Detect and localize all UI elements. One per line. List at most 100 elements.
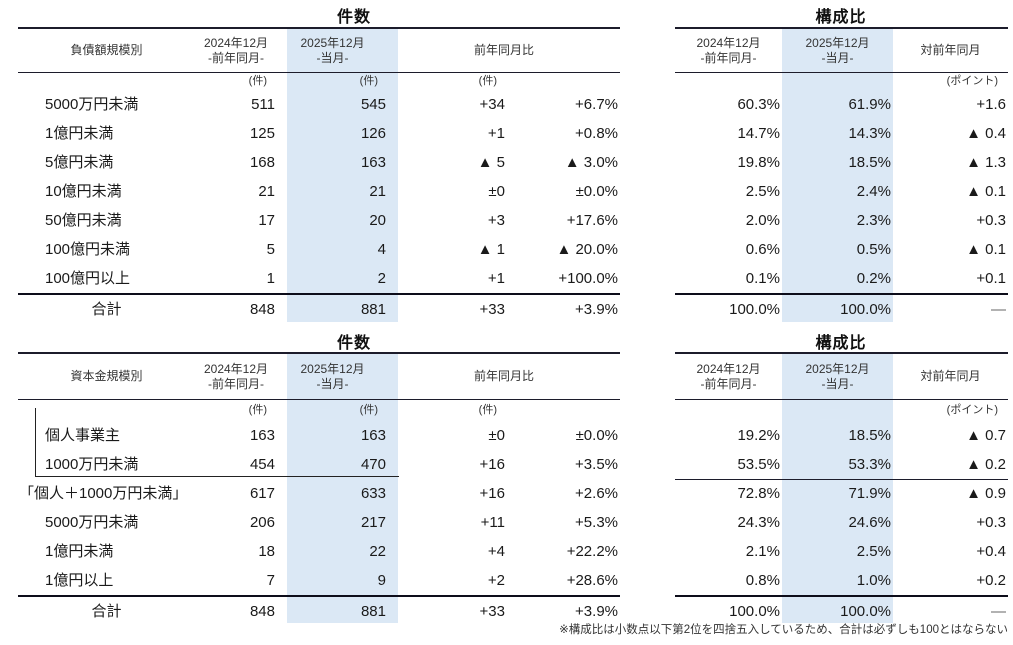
unit-label: (件)	[478, 75, 497, 87]
cell-diff: +4	[487, 543, 505, 560]
total-row: 100.0% 100.0% —	[675, 595, 1008, 626]
cell-curr: 126	[360, 125, 386, 142]
cell-curr: 2.5%	[856, 543, 891, 560]
table-row: 100億円以上 1 2 +1 +100.0%	[18, 264, 620, 293]
total-curr: 881	[360, 301, 386, 318]
cell-prev: 617	[249, 485, 275, 502]
cell-prev: 2.5%	[745, 183, 780, 200]
cell-pct: +17.6%	[566, 212, 618, 229]
cell-prev: 53.5%	[737, 456, 780, 473]
table-body: 個人事業主 163 163 ±0 ±0.0% 1000万円未満 454 470 +16 +3.5%…	[18, 421, 620, 595]
current-month-highlight	[782, 352, 893, 623]
cell-diff: +0.4	[976, 543, 1006, 560]
cell-prev: 206	[249, 514, 275, 531]
col-header-curr: 2025年12月 -当月-	[805, 361, 870, 391]
cell-prev: 19.2%	[737, 427, 780, 444]
cell-curr: 545	[360, 96, 386, 113]
cell-curr: 18.5%	[848, 427, 891, 444]
cell-diff: +34	[479, 96, 505, 113]
cell-pct: ±0.0%	[575, 183, 618, 200]
unit-label: (件)	[248, 404, 267, 416]
cell-prev: 21	[258, 183, 275, 200]
total-label: 合計	[91, 603, 122, 620]
row-header-label: 負債額規模別	[70, 43, 143, 57]
cell-prev: 18	[258, 543, 275, 560]
cell-diff: +16	[479, 456, 505, 473]
cell-pct: +5.3%	[575, 514, 618, 531]
cell-prev: 454	[249, 456, 275, 473]
unit-label: (ポイント)	[946, 404, 998, 416]
cell-prev: 0.8%	[745, 572, 780, 589]
col-header-prev: 2024年12月 -前年同月-	[696, 361, 761, 391]
total-diff: +33	[479, 301, 505, 318]
table-row: 50億円未満 17 20 +3 +17.6%	[18, 206, 620, 235]
cell-curr: 2	[377, 270, 386, 287]
cell-diff: +3	[487, 212, 505, 229]
table-row: 個人事業主 163 163 ±0 ±0.0%	[18, 421, 620, 450]
cell-curr: 470	[360, 456, 386, 473]
table-row: 0.6% 0.5% ▲ 0.1	[675, 235, 1008, 264]
unit-row: (ポイント)	[675, 73, 1008, 90]
total-prev: 100.0%	[729, 301, 780, 318]
cell-curr: 9	[377, 572, 386, 589]
cell-curr: 22	[369, 543, 386, 560]
cell-curr: 217	[360, 514, 386, 531]
cell-diff: ▲ 0.7	[966, 427, 1006, 444]
cell-diff: ▲ 0.9	[966, 485, 1006, 502]
current-month-highlight	[287, 352, 398, 623]
col-header-change: 対前年同月	[920, 43, 981, 57]
cell-label: 10億円未満	[45, 183, 122, 200]
cell-diff: +1	[487, 270, 505, 287]
total-row: 100.0% 100.0% —	[675, 293, 1008, 324]
total-diff: —	[991, 301, 1006, 318]
cell-curr: 1.0%	[856, 572, 891, 589]
table-row: 1000万円未満 454 470 +16 +3.5%	[18, 450, 620, 479]
col-header-prev: 2024年12月 -前年同月-	[696, 35, 761, 65]
cell-diff: +2	[487, 572, 505, 589]
table-header: 資本金規模別 2024年12月 -前年同月- 2025年12月 -当月- 前年同月比	[18, 352, 620, 400]
cell-pct: ▲ 3.0%	[564, 154, 618, 171]
cell-pct: +22.2%	[566, 543, 618, 560]
table-header: 負債額規模別 2024年12月 -前年同月- 2025年12月 -当月- 前年同月比	[18, 27, 620, 73]
col-header-prev: 2024年12月 -前年同月-	[203, 35, 269, 65]
cell-diff: ▲ 0.1	[966, 183, 1006, 200]
footnote: ※構成比は小数点以下第2位を四捨五入しているため、合計は必ずしも100とはならな…	[559, 624, 1008, 636]
debt-size-count-table: 件数 負債額規模別 2024年12月 -前年同月- 2025年12月 -当月- 前年…	[18, 0, 620, 324]
cell-diff: +16	[479, 485, 505, 502]
table-row: 0.8% 1.0% +0.2	[675, 566, 1008, 595]
cell-prev: 72.8%	[737, 485, 780, 502]
cell-prev: 14.7%	[737, 125, 780, 142]
total-prev: 848	[249, 603, 275, 620]
total-diff: +33	[479, 603, 505, 620]
col-header-curr: 2025年12月 -当月-	[805, 35, 870, 65]
table-row: 60.3% 61.9% +1.6	[675, 90, 1008, 119]
cell-curr: 71.9%	[848, 485, 891, 502]
cell-label: 50億円未満	[45, 212, 122, 229]
cell-label: 100億円以上	[45, 270, 131, 287]
current-month-highlight	[782, 27, 893, 322]
cell-diff: ▲ 5	[477, 154, 505, 171]
cell-diff: ▲ 0.2	[966, 456, 1006, 473]
cell-diff: ▲ 1	[477, 241, 505, 258]
table-body: 19.2% 18.5% ▲ 0.7 53.5% 53.3% ▲ 0.2 72.8% 71.9%…	[675, 421, 1008, 595]
cell-prev: 511	[251, 96, 275, 113]
cell-label: 「個人＋1000万円未満」	[19, 485, 188, 502]
col-header-curr: 2025年12月 -当月-	[300, 361, 365, 391]
cell-curr: 2.4%	[856, 183, 891, 200]
cell-curr: 61.9%	[848, 96, 891, 113]
cell-diff: +0.3	[976, 212, 1006, 229]
cell-prev: 7	[266, 572, 275, 589]
cell-curr: 2.3%	[856, 212, 891, 229]
table-row: 2.5% 2.4% ▲ 0.1	[675, 177, 1008, 206]
cell-curr: 163	[360, 427, 386, 444]
cell-prev: 2.1%	[745, 543, 780, 560]
cell-prev: 125	[249, 125, 275, 142]
table-row: 2.0% 2.3% +0.3	[675, 206, 1008, 235]
table-row: 10億円未満 21 21 ±0 ±0.0%	[18, 177, 620, 206]
cell-diff: ▲ 0.4	[966, 125, 1006, 142]
cell-curr: 18.5%	[848, 154, 891, 171]
table-row: 5億円未満 168 163 ▲ 5 ▲ 3.0%	[18, 148, 620, 177]
cell-curr: 20	[369, 212, 386, 229]
capital-size-ratio-table: 構成比 2024年12月 -前年同月- 2025年12月 -当月- 対前年同月 (ポ…	[675, 330, 1008, 626]
